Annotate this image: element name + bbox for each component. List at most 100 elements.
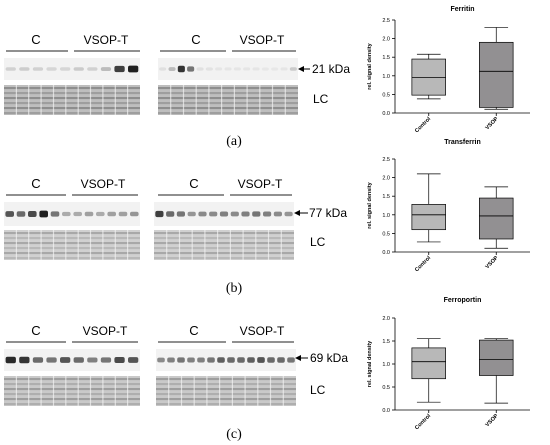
box-control [411,204,446,231]
group-label-control-1: C [31,176,40,191]
x-tick-label: VSOP [485,413,500,428]
y-tick-label: 0.5 [382,92,390,98]
box-vsop [479,339,514,376]
blot-band [284,211,293,217]
blot-band [73,211,82,217]
blot-band [205,67,213,71]
group-label-treated-2: VSOP-T [240,33,285,47]
western-blot-strip-2 [156,349,296,371]
blot-band [155,210,164,218]
panel-a: C VSOP-T C VSOP-T 21 kDa LC (a) [4,32,350,149]
loading-control-band [156,403,296,406]
marker-label: 77 kDa [309,206,347,220]
group-label-treated-2: VSOP-T [240,324,285,338]
y-axis-label: rel. signal density [367,340,373,387]
blot-band [32,357,44,363]
loading-control-band [4,393,140,396]
blot-band [271,67,279,71]
loading-control-band [4,112,140,115]
blot-band [28,211,37,217]
blot-band [224,67,232,71]
loading-control-band [4,87,140,90]
blot-band [241,211,250,217]
x-tick-label: Control [414,116,432,134]
marker-label: 69 kDa [310,351,348,365]
y-axis-label: rel. signal density [367,42,373,89]
loading-control-band [158,92,298,95]
blot-band [280,67,288,71]
group-label-control-1: C [31,32,40,47]
blot-band [257,357,265,363]
blot-band [5,211,15,217]
blot-band [227,357,235,363]
loading-control-band [4,403,140,406]
loading-control-background [154,230,294,260]
y-tick-label: 1.0 [382,74,390,80]
x-tick-label: VSOP [485,255,500,270]
loading-control-band [4,107,140,110]
loading-control-band [154,257,294,260]
blot-band [5,356,16,364]
loading-control-band [4,257,140,260]
boxplot-transferrin: Transferrin 0.0 0.5 1.0 1.5 2.0 2.5 rel. signal… [367,139,530,273]
panel-b: C VSOP-T C VSOP-T 77 kDa LC (b) [4,176,347,296]
western-blot-strip-1 [4,58,140,80]
blot-band [100,357,112,363]
blot-band [87,357,98,363]
blot-band [217,357,225,363]
blot-background [4,202,140,226]
blot-band [128,357,139,363]
loading-control-band [4,92,140,95]
y-tick-label: 2.5 [382,157,390,163]
panel-label: (c) [226,427,242,442]
panel-label: (a) [226,134,242,149]
loading-control-strip-2 [158,85,298,115]
loading-control-band [156,383,296,386]
blot-band [46,67,57,71]
loading-control-band [4,102,140,105]
loading-control-band [154,232,294,235]
blot-band [247,357,255,363]
blot-band [60,67,71,71]
y-tick-label: 2.0 [382,316,390,322]
blot-band [19,67,30,71]
loading-control-band [158,97,298,100]
blot-band [215,67,223,71]
blot-band [273,211,282,217]
blot-band [84,211,94,217]
blot-band [107,211,116,217]
loading-control-strip-1 [4,230,140,260]
x-tick-label: Control [414,413,432,431]
chart-title: Ferritin [450,6,474,13]
loading-control-band [4,398,140,401]
blot-band [277,357,285,363]
blot-band [289,67,297,71]
blot-band [187,357,195,363]
blot-band [198,211,207,217]
blot-band [39,210,48,218]
arrow-head-icon [294,210,300,216]
group-label-treated-1: VSOP-T [81,177,126,191]
y-tick-label: 1.5 [382,55,390,61]
boxplot-ferroportin: Ferroportin 0.0 0.5 1.0 1.5 2.0 rel. signal de… [367,297,530,431]
blot-band [167,357,175,363]
loading-control-band [4,388,140,391]
western-blot-strip-2 [154,202,294,226]
blot-background [4,58,140,80]
arrow-head-icon [295,355,301,361]
y-tick-label: 2.0 [382,176,390,182]
box-control [411,347,446,380]
blot-band [237,357,245,363]
blot-band [209,211,218,217]
loading-control-band [4,247,140,250]
blot-band [114,65,125,73]
x-tick-label: Control [414,255,432,273]
blot-band [187,211,196,217]
group-label-treated-1: VSOP-T [84,33,129,47]
y-axis-label: rel. signal density [367,181,373,228]
loading-control-band [4,97,140,100]
box-vsop [479,197,514,240]
blot-band [5,67,16,71]
boxplot-ferritin: Ferritin 0.0 0.5 1.0 1.5 2.0 2.5 rel. signal de… [367,6,530,134]
loading-control-band [154,252,294,255]
